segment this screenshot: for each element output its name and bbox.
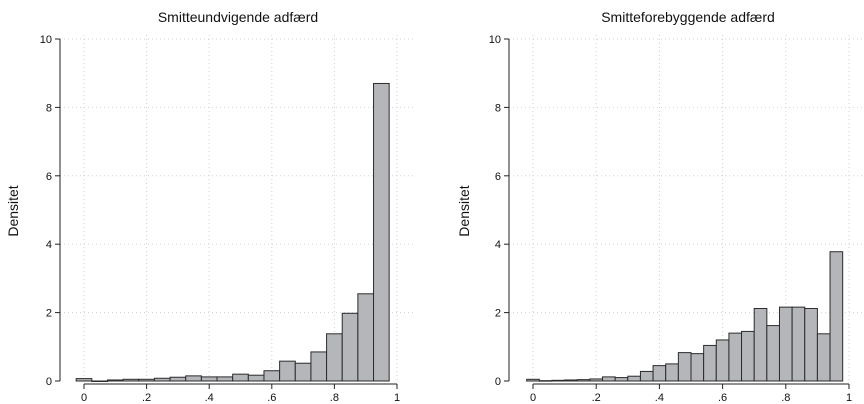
histogram-bar [639,370,654,382]
histogram-bar [728,332,743,382]
y-tick-label: 10 [489,34,501,46]
y-tick-label: 2 [46,308,52,320]
histogram-bar [200,376,218,382]
histogram-bar [778,306,793,382]
histogram-bar [589,378,604,382]
x-tick-label: .8 [330,392,339,404]
y-tick-label: 6 [495,171,501,183]
histogram-bar [816,333,831,382]
x-tick-label: .6 [718,392,727,404]
histogram-bar [741,330,755,382]
histogram-bar [75,378,93,382]
histogram-bar [169,376,187,382]
histogram-bar [602,376,616,382]
histogram-bar [652,365,667,382]
histogram-bar [326,333,343,382]
histogram-bar [232,373,249,382]
histogram-bar [341,312,359,382]
histogram-bar [614,377,629,382]
y-tick-label: 0 [46,376,52,388]
histogram-bar [804,307,818,382]
histogram-bar [715,339,730,382]
y-tick-label: 10 [40,34,52,46]
x-tick-label: .6 [267,392,276,404]
histogram-bar [753,307,768,382]
histogram-bar [185,375,202,382]
y-tick-label: 8 [495,102,501,114]
histogram-bar [91,380,108,382]
histogram-bar [703,344,717,382]
x-tick-label: .4 [205,392,214,404]
histogram-bar [665,363,679,382]
histogram-bar [106,379,124,382]
x-tick-label: 1 [846,392,852,404]
x-tick-label: .8 [781,392,790,404]
gridlines [60,35,413,381]
axes: 0 2 4 6 8 10 0 .2 .4 .6 .8 1 [40,34,400,404]
x-tick-label: 0 [81,392,87,404]
x-tick-label: .2 [592,392,601,404]
axes: 0 2 4 6 8 10 0 .2 .4 .6 .8 1 [489,34,852,404]
histogram-bar [564,379,578,382]
histogram-bars [75,82,390,382]
chart-title: Smitteforebyggende adfærd [601,9,775,25]
y-tick-label: 4 [46,239,52,251]
y-tick-label: 0 [495,376,501,388]
histogram-bar [791,306,806,382]
x-tick-label: .2 [142,392,151,404]
histogram-bar [766,325,780,382]
histogram-bar [576,379,591,382]
y-tick-label: 6 [46,171,52,183]
y-tick-label: 2 [495,308,501,320]
histogram-bar [294,362,312,382]
histogram-bar [627,375,641,382]
histogram-bar [677,352,692,382]
histogram-bar [526,378,540,382]
histogram-bar [138,378,155,382]
y-tick-label: 4 [495,239,501,251]
histogram-bar [373,82,390,382]
y-tick-label: 8 [46,102,52,114]
x-tick-label: 1 [394,392,400,404]
y-axis-label: Densitet [456,185,472,236]
histogram-bar [153,377,171,382]
histogram-bar [263,370,281,382]
histogram-bar [310,351,328,382]
y-axis-label: Densitet [5,185,21,236]
histogram-bar [551,379,566,382]
histogram-bar [122,378,140,382]
histogram-bar [690,353,705,382]
histogram-bar [247,374,265,382]
histogram-bar [357,293,375,382]
x-tick-label: .4 [655,392,664,404]
histogram-bar [829,251,844,382]
histogram-bar [216,376,234,382]
x-tick-label: 0 [530,392,536,404]
chart-title: Smitteundvigende adfærd [158,9,318,25]
chart-panel-smitteforebyggende: Smitteforebyggende adfærd Densitet 0 2 4 6 8… [456,9,864,404]
histogram-bar [538,380,553,382]
chart-panel-smitteundvigende: Smitteundvigende adfærd Densitet 0246810… [5,9,413,404]
histogram-bars [526,251,844,382]
histogram-bar [279,360,296,382]
